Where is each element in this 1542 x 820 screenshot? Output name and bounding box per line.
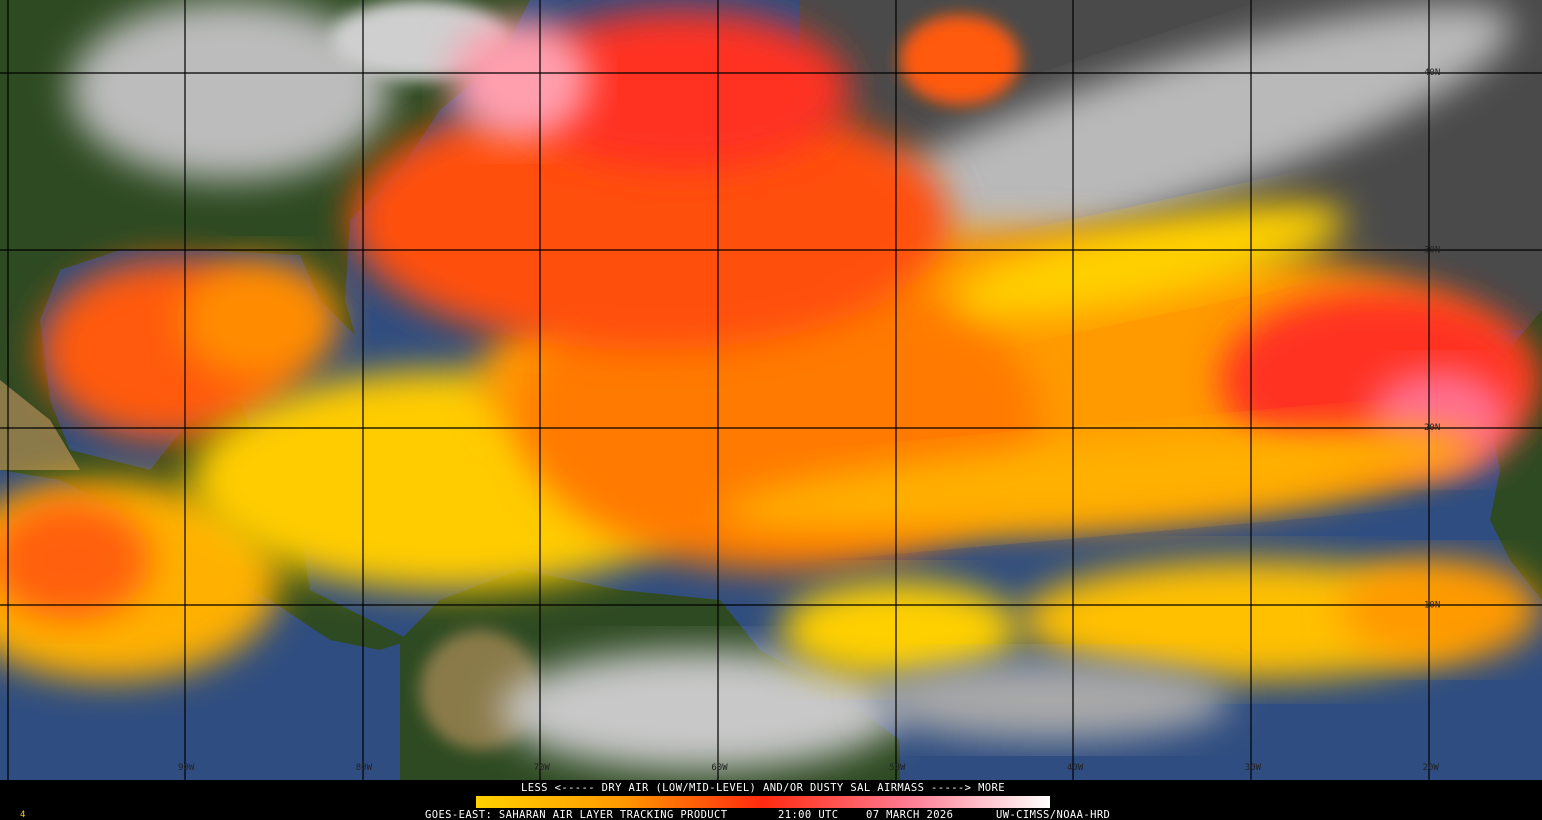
latitude-label: 10N: [1424, 601, 1440, 611]
longitude-label: 30W: [1245, 763, 1262, 773]
longitude-label: 70W: [534, 763, 551, 773]
footer-time: 21:00 UTC: [778, 809, 839, 820]
footer-product: GOES-EAST: SAHARAN AIR LAYER TRACKING PR…: [425, 809, 728, 820]
longitude-label: 40W: [1067, 763, 1084, 773]
imagery: [0, 0, 1542, 780]
latitude-label: 20N: [1424, 423, 1440, 433]
longitude-label: 90W: [178, 763, 195, 773]
footer-date: 07 MARCH 2026: [866, 809, 953, 820]
corner-label: 4: [20, 810, 25, 820]
graticule-labels: 40N 30N 20N 10N 90W 80W 70W 60W 50W 40W 30W 20W: [178, 68, 1440, 773]
longitude-label: 20W: [1423, 763, 1440, 773]
longitude-label: 60W: [711, 763, 728, 773]
latitude-label: 30N: [1424, 246, 1440, 256]
longitude-label: 50W: [889, 763, 906, 773]
longitude-label: 80W: [356, 763, 373, 773]
latitude-label: 40N: [1424, 68, 1440, 78]
graticule: [0, 0, 1542, 780]
colorbar-label: LESS <----- DRY AIR (LOW/MID-LEVEL) AND/…: [521, 782, 1005, 794]
footer-credit: UW-CIMSS/NOAA-HRD: [996, 809, 1110, 820]
colorbar: [476, 796, 1050, 808]
